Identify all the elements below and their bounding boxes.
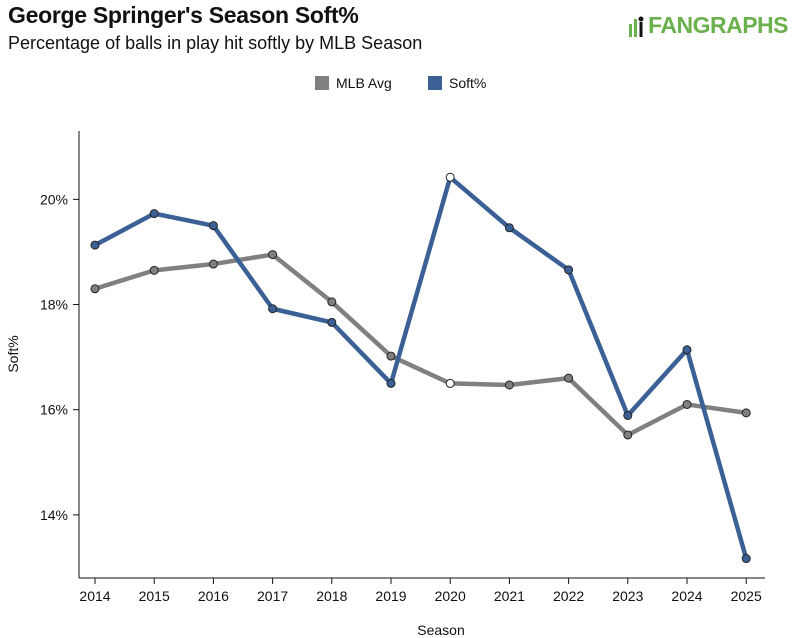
x-tick-label: 2025 <box>731 588 762 604</box>
logo-text-fan: FAN <box>648 12 693 38</box>
x-axis-title: Season <box>417 622 464 638</box>
x-tick-label: 2021 <box>494 588 525 604</box>
y-axis-title: Soft% <box>5 335 21 372</box>
series-layer <box>90 172 751 564</box>
chart-subtitle: Percentage of balls in play hit softly b… <box>8 33 423 53</box>
legend-label-mlb-avg: MLB Avg <box>336 75 392 91</box>
fangraphs-logo: FAN GRAPHS <box>628 12 789 39</box>
data-point-soft-pct <box>327 317 337 327</box>
data-point-mlb-avg <box>386 351 396 361</box>
data-point-mlb-avg <box>90 284 100 294</box>
data-point-soft-pct <box>268 304 278 314</box>
x-tick-label: 2017 <box>257 588 288 604</box>
x-tick-label: 2014 <box>79 588 110 604</box>
y-ticks: 14% 16% 18% 20% <box>40 191 79 523</box>
legend-label-soft-pct: Soft% <box>449 75 486 91</box>
data-point-soft-pct <box>682 345 692 355</box>
data-point-mlb-avg <box>623 430 633 440</box>
y-tick-label: 18% <box>40 297 68 313</box>
legend-swatch-soft-pct <box>428 76 442 90</box>
series-line-mlb-avg <box>92 252 749 438</box>
data-point-soft-pct <box>208 221 218 231</box>
data-point-soft-pct <box>741 554 751 564</box>
x-tick-label: 2022 <box>553 588 584 604</box>
data-point-mlb-avg <box>741 408 751 418</box>
y-tick-label: 14% <box>40 507 68 523</box>
x-tick-label: 2016 <box>198 588 229 604</box>
data-point-mlb-avg <box>327 297 337 307</box>
series-line-soft-pct <box>92 175 749 561</box>
x-tick-label: 2018 <box>316 588 347 604</box>
x-tick-label: 2015 <box>139 588 170 604</box>
data-point-mlb-avg <box>268 250 278 260</box>
data-point-soft-pct <box>386 378 396 388</box>
data-point-soft-pct <box>623 411 633 421</box>
axes <box>78 131 765 579</box>
data-point-soft-pct <box>504 223 514 233</box>
logo-text-graphs: GRAPHS <box>692 12 789 38</box>
data-point-soft-pct <box>445 172 455 182</box>
x-tick-label: 2023 <box>612 588 643 604</box>
x-tick-label: 2024 <box>671 588 702 604</box>
data-point-mlb-avg <box>445 378 455 388</box>
y-tick-label: 16% <box>40 402 68 418</box>
x-tick-label: 2019 <box>375 588 406 604</box>
data-point-mlb-avg <box>208 259 218 269</box>
data-point-soft-pct <box>564 265 574 275</box>
batter-icon <box>629 16 644 37</box>
data-point-soft-pct <box>149 209 159 219</box>
data-point-mlb-avg <box>504 380 514 390</box>
x-ticks: 2014 2015 2016 2017 2018 2019 2020 2021 2022 2023… <box>79 578 762 604</box>
legend-swatch-mlb-avg <box>315 76 329 90</box>
data-point-mlb-avg <box>149 265 159 275</box>
legend: MLB Avg Soft% <box>315 75 486 91</box>
data-point-soft-pct <box>90 240 100 250</box>
chart-title: George Springer's Season Soft% <box>8 2 359 28</box>
x-tick-label: 2020 <box>435 588 466 604</box>
y-tick-label: 20% <box>40 191 68 207</box>
data-point-mlb-avg <box>682 399 692 409</box>
data-point-mlb-avg <box>564 373 574 383</box>
